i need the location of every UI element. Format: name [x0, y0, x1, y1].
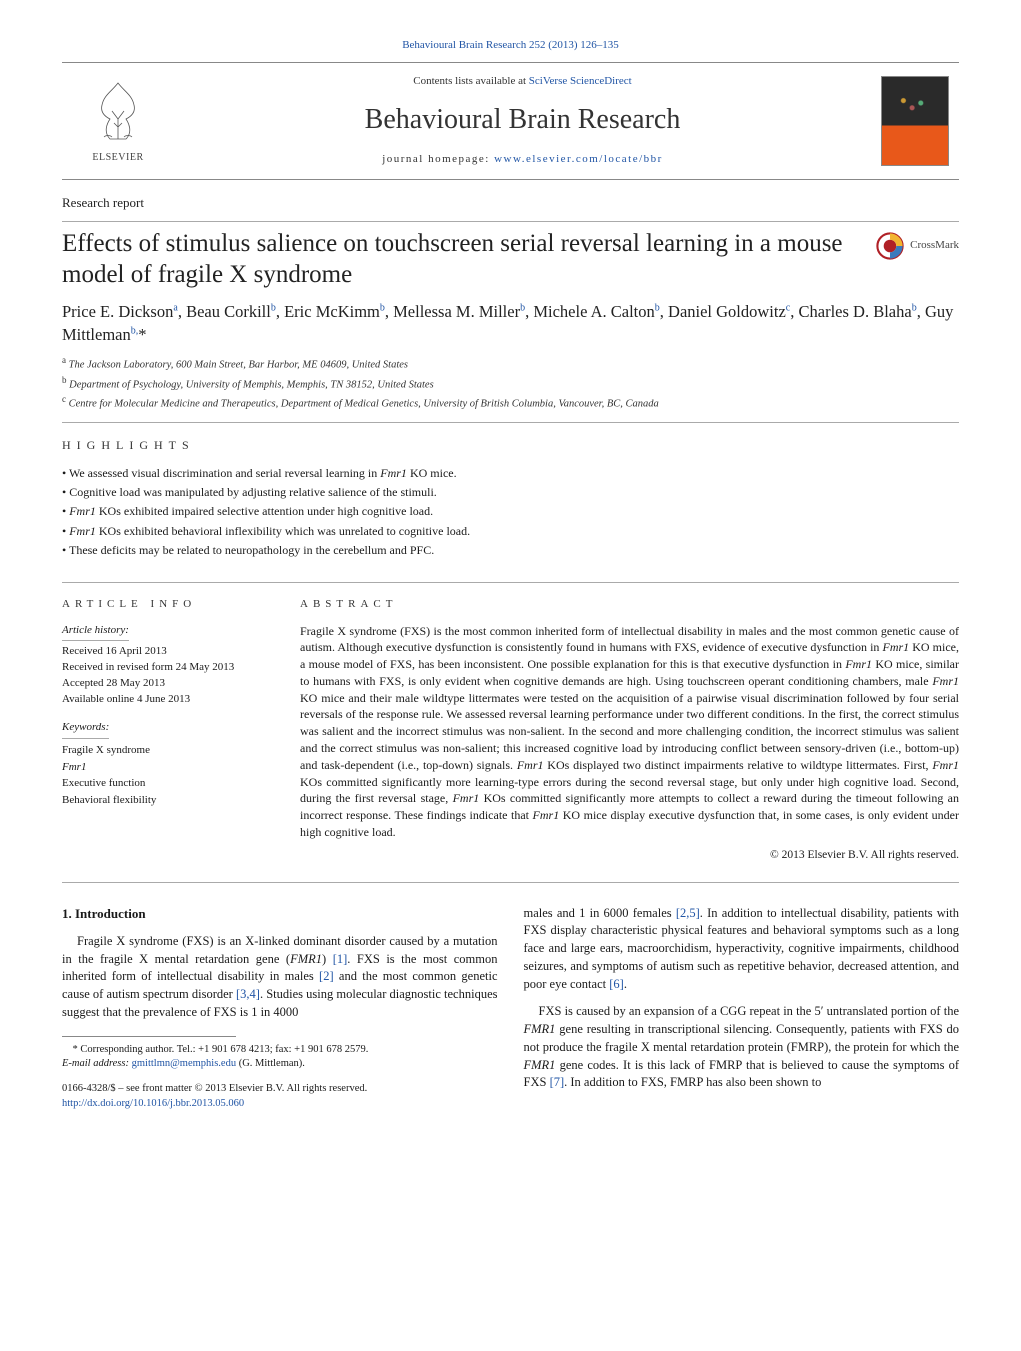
running-head-link[interactable]: Behavioural Brain Research 252 (2013) 12… [402, 39, 619, 51]
doi-link[interactable]: http://dx.doi.org/10.1016/j.bbr.2013.05.… [62, 1098, 244, 1109]
article-history-label: Article history: [62, 623, 129, 642]
article-history-list: Received 16 April 2013Received in revise… [62, 644, 272, 708]
contents-available-line: Contents lists available at SciVerse Sci… [172, 74, 873, 90]
article-title: Effects of stimulus salience on touchscr… [62, 228, 860, 291]
contents-prefix: Contents lists available at [413, 75, 528, 87]
sciencedirect-link[interactable]: SciVerse ScienceDirect [529, 75, 632, 87]
elsevier-logo: ELSEVIER [72, 71, 164, 171]
abstract-copyright: © 2013 Elsevier B.V. All rights reserved… [300, 847, 959, 864]
keywords-list: Fragile X syndromeFmr1Executive function… [62, 742, 272, 808]
article-type: Research report [62, 194, 959, 222]
body-columns: 1. Introduction Fragile X syndrome (FXS)… [62, 905, 959, 1112]
journal-homepage-link[interactable]: www.elsevier.com/locate/bbr [494, 153, 663, 165]
highlights-item: Fmr1 KOs exhibited behavioral inflexibil… [62, 523, 959, 540]
article-info-heading: ARTICLE INFO [62, 597, 272, 613]
highlights-item: Cognitive load was manipulated by adjust… [62, 484, 959, 501]
highlights-heading: HIGHLIGHTS [62, 437, 959, 454]
homepage-prefix: journal homepage: [382, 153, 494, 165]
doi-line: http://dx.doi.org/10.1016/j.bbr.2013.05.… [62, 1097, 498, 1112]
footnote-rule [62, 1036, 236, 1037]
affiliations: a The Jackson Laboratory, 600 Main Stree… [62, 354, 959, 423]
crossmark-widget[interactable]: CrossMark [876, 232, 959, 260]
abstract-section: ABSTRACT Fragile X syndrome (FXS) is the… [300, 597, 959, 864]
introduction-heading: 1. Introduction [62, 905, 498, 923]
body-paragraph: FXS is caused by an expansion of a CGG r… [524, 1003, 960, 1092]
elsevier-tree-icon [82, 77, 154, 149]
right-column: males and 1 in 6000 females [2,5]. In ad… [524, 905, 960, 1112]
body-paragraph: males and 1 in 6000 females [2,5]. In ad… [524, 905, 960, 994]
crossmark-label: CrossMark [910, 238, 959, 254]
email-suffix: (G. Mittleman). [236, 1058, 305, 1069]
corr-author-text: * Corresponding author. Tel.: +1 901 678… [73, 1044, 369, 1055]
corresponding-author-note: * Corresponding author. Tel.: +1 901 678… [62, 1043, 498, 1072]
author-list: Price E. Dicksona, Beau Corkillb, Eric M… [62, 300, 959, 346]
article-info: ARTICLE INFO Article history: Received 1… [62, 597, 272, 864]
crossmark-icon [876, 232, 904, 260]
corr-email-link[interactable]: gmittlmn@memphis.edu [132, 1058, 236, 1069]
highlights-item: Fmr1 KOs exhibited impaired selective at… [62, 503, 959, 520]
highlights-section: HIGHLIGHTS We assessed visual discrimina… [62, 437, 959, 582]
left-paras: Fragile X syndrome (FXS) is an X-linked … [62, 933, 498, 1022]
journal-name: Behavioural Brain Research [172, 100, 873, 141]
highlights-item: We assessed visual discrimination and se… [62, 465, 959, 482]
running-head: Behavioural Brain Research 252 (2013) 12… [62, 38, 959, 54]
right-paras: males and 1 in 6000 females [2,5]. In ad… [524, 905, 960, 1093]
keywords-label: Keywords: [62, 720, 109, 739]
journal-cover-thumbnail [881, 76, 949, 166]
journal-homepage-line: journal homepage: www.elsevier.com/locat… [172, 152, 873, 168]
body-paragraph: Fragile X syndrome (FXS) is an X-linked … [62, 933, 498, 1022]
email-label: E-mail address: [62, 1058, 132, 1069]
elsevier-wordmark: ELSEVIER [92, 151, 143, 166]
left-column: 1. Introduction Fragile X syndrome (FXS)… [62, 905, 498, 1112]
journal-header-box: ELSEVIER Contents lists available at Sci… [62, 62, 959, 180]
issn-copyright-line: 0166-4328/$ – see front matter © 2013 El… [62, 1082, 498, 1097]
abstract-text: Fragile X syndrome (FXS) is the most com… [300, 623, 959, 841]
abstract-heading: ABSTRACT [300, 597, 959, 613]
highlights-list: We assessed visual discrimination and se… [62, 465, 959, 560]
highlights-item: These deficits may be related to neuropa… [62, 542, 959, 559]
